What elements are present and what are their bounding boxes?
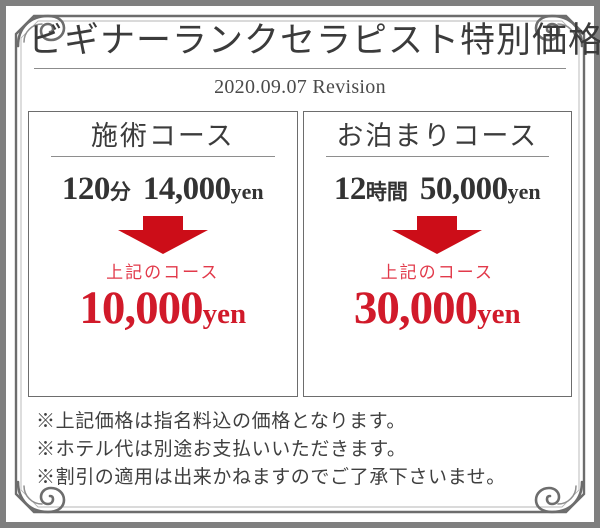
note-line: ※上記価格は指名料込の価格となります。 xyxy=(36,410,406,432)
duration-amount: 120 xyxy=(61,171,111,208)
notes-list: ※上記価格は指名料込の価格となります。 ※ホテル代は別途お支払いいただきます。 … xyxy=(28,408,572,492)
note-line: ※ホテル代は別途お支払いいただきます。 xyxy=(36,438,407,460)
deal-price-currency: yen xyxy=(477,298,521,331)
original-price-currency: yen xyxy=(230,179,264,205)
page-title: ビギナーランクセラピスト特別価格 xyxy=(28,21,600,60)
arrow-container xyxy=(304,216,572,255)
course-card-treatment: 施術コース 120分 14,000yen 上記のコース 10,000yen xyxy=(28,110,298,397)
original-price-row: 120分 14,000yen xyxy=(29,171,297,208)
original-price-currency: yen xyxy=(507,179,541,205)
deal-price-row: 10,000yen xyxy=(29,281,297,335)
original-price-row: 12時間 50,000yen xyxy=(304,171,572,208)
banner-content: ビギナーランクセラピスト特別価格 2020.09.07 Revision 施術コ… xyxy=(6,6,600,522)
deal-price-currency: yen xyxy=(202,298,247,331)
down-arrow-icon xyxy=(392,216,483,255)
course-card-overnight: お泊まりコース 12時間 50,000yen 上記のコース 30,000yen xyxy=(302,110,572,397)
duration-unit: 分 xyxy=(109,180,131,205)
duration-amount: 12 xyxy=(333,171,367,208)
course-title-underline xyxy=(51,156,275,158)
course-title-underline xyxy=(325,156,549,158)
arrow-container xyxy=(29,216,297,255)
original-price-value: 14,000 xyxy=(142,171,231,208)
revision-date: 2020.09.07 Revision xyxy=(214,75,386,98)
course-list: 施術コース 120分 14,000yen 上記のコース 10,000yen xyxy=(28,110,572,397)
deal-label: 上記のコース xyxy=(380,263,494,283)
banner-page: ビギナーランクセラピスト特別価格 2020.09.07 Revision 施術コ… xyxy=(6,6,600,522)
course-title: お泊まりコース xyxy=(336,120,539,151)
note-line: ※割引の適用は出来かねますのでご了承下さいませ。 xyxy=(36,466,506,488)
duration-unit: 時間 xyxy=(365,180,408,205)
down-arrow-icon xyxy=(117,216,208,255)
course-title: 施術コース xyxy=(90,120,235,151)
original-price-value: 50,000 xyxy=(419,171,508,208)
deal-label: 上記のコース xyxy=(106,263,220,283)
title-underline xyxy=(34,67,566,69)
deal-price-value: 10,000 xyxy=(79,282,203,335)
deal-price-value: 30,000 xyxy=(353,282,478,335)
deal-price-row: 30,000yen xyxy=(304,281,572,335)
